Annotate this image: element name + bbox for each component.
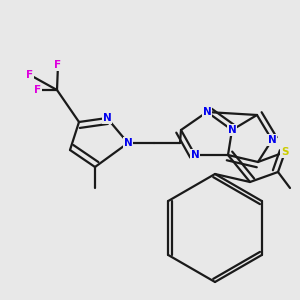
- Text: N: N: [268, 135, 276, 145]
- Text: N: N: [190, 150, 200, 160]
- Text: N: N: [202, 107, 211, 117]
- Text: N: N: [124, 138, 132, 148]
- Text: N: N: [103, 113, 111, 123]
- Text: S: S: [281, 147, 289, 157]
- Text: F: F: [26, 70, 34, 80]
- Text: F: F: [34, 85, 42, 95]
- Text: F: F: [54, 60, 61, 70]
- Text: N: N: [228, 125, 236, 135]
